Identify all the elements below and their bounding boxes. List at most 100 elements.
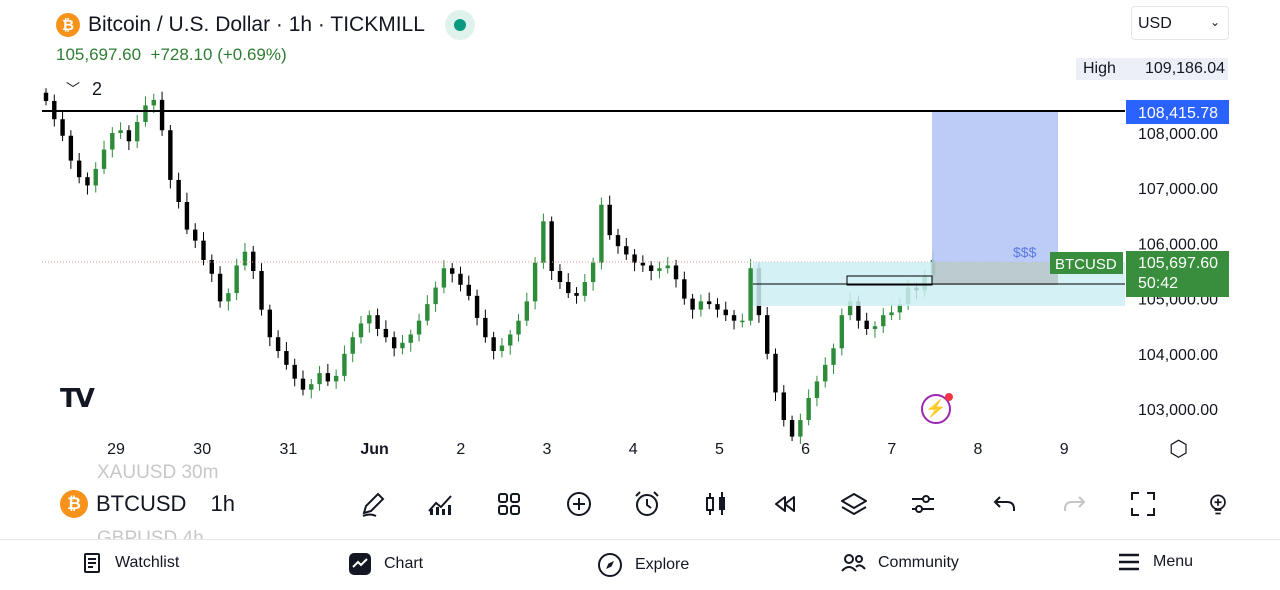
tradingview-logo-icon: 𝗧𝗩 xyxy=(60,384,95,414)
candle xyxy=(806,397,811,421)
price-axis-tick: 104,000.00 xyxy=(1138,347,1218,364)
chart-annotation[interactable]: $$$ xyxy=(1013,244,1037,260)
candle xyxy=(408,334,413,343)
candle xyxy=(474,295,480,318)
candle xyxy=(814,381,820,398)
indicators-button[interactable] xyxy=(422,486,458,522)
candle xyxy=(632,254,637,263)
ideas-button[interactable] xyxy=(1205,486,1231,522)
price-summary: 105,697.60 +728.10 (+0.69%) xyxy=(56,45,287,65)
indicators-collapse-button[interactable]: ﹀ 2 xyxy=(60,74,112,104)
candle xyxy=(590,262,596,283)
price-axis-tick: 107,000.00 xyxy=(1138,181,1218,198)
candle xyxy=(159,99,165,131)
community-icon xyxy=(840,552,866,574)
nav-community-label: Community xyxy=(878,554,959,571)
chevron-down-icon: ﹀ xyxy=(66,81,80,97)
chart-icon xyxy=(348,552,372,576)
candle xyxy=(391,337,397,349)
time-axis-tick: Jun xyxy=(360,441,388,458)
fullscreen-button[interactable] xyxy=(1125,486,1161,522)
high-label: High xyxy=(1083,60,1116,77)
time-axis-tick: 3 xyxy=(543,441,552,458)
time-axis-tick: 7 xyxy=(887,441,896,458)
alarm-clock-icon xyxy=(635,491,659,516)
candle xyxy=(541,221,546,263)
candle xyxy=(449,268,455,274)
position-profit-zone[interactable] xyxy=(932,112,1058,262)
time-axis-tick: 6 xyxy=(801,441,810,458)
candle xyxy=(624,246,629,255)
time-axis-tick: 9 xyxy=(1060,441,1069,458)
time-axis-tick: 2 xyxy=(456,441,465,458)
chart-header-title[interactable]: ₿ Bitcoin / U.S. Dollar · 1h · TICKMILL xyxy=(56,10,475,40)
plus-circle-icon xyxy=(567,492,591,516)
market-open-indicator-icon xyxy=(444,10,475,40)
fullscreen-icon xyxy=(1131,492,1155,516)
high-value: 109,186.04 xyxy=(1145,60,1226,77)
indicators-icon xyxy=(428,495,452,515)
candle xyxy=(259,271,264,310)
candle xyxy=(466,284,471,296)
nav-watchlist[interactable]: Watchlist xyxy=(81,552,179,574)
lightbulb-icon xyxy=(1210,494,1226,515)
undo-button[interactable] xyxy=(987,486,1023,522)
symbol-wheel-prev: XAUUSD 30m xyxy=(97,462,219,483)
chart-settings-icon[interactable]: ⬡ xyxy=(1169,436,1189,461)
candle xyxy=(640,262,646,266)
chart-properties-button[interactable] xyxy=(905,486,941,522)
last-price: 105,697.60 xyxy=(56,45,142,64)
candle xyxy=(433,287,438,305)
compare-button[interactable] xyxy=(561,486,597,522)
candle xyxy=(118,130,123,133)
candle xyxy=(416,320,422,335)
candle xyxy=(831,348,836,365)
candle xyxy=(524,301,530,321)
nav-explore[interactable]: Explore xyxy=(597,552,689,578)
time-axis: 29 30 31 Jun 2 3 4 5 6 7 8 9 xyxy=(107,441,1069,458)
candle xyxy=(657,268,662,271)
candle xyxy=(284,351,289,365)
replay-button[interactable] xyxy=(767,486,803,522)
nav-explore-label: Explore xyxy=(635,556,690,573)
layouts-button[interactable] xyxy=(491,486,527,522)
time-axis-tick: 4 xyxy=(629,441,638,458)
candle xyxy=(300,378,306,390)
candle xyxy=(375,315,380,329)
price-chart[interactable]: $$$ 108,000.00107,000.00106,000.00105,00… xyxy=(0,0,1280,470)
redo-button[interactable] xyxy=(1056,486,1092,522)
symbol-tag xyxy=(1050,252,1123,274)
chart-type-button[interactable] xyxy=(698,486,734,522)
symbol-tag-label: BTCUSD xyxy=(1055,256,1117,273)
sliders-icon xyxy=(912,495,934,513)
candle xyxy=(68,135,74,161)
candle xyxy=(151,99,156,106)
nav-chart[interactable]: Chart xyxy=(348,552,423,576)
nav-community[interactable]: Community xyxy=(840,552,959,574)
hamburger-menu-icon xyxy=(1117,552,1141,572)
candle xyxy=(740,320,745,323)
redo-icon xyxy=(1064,496,1086,511)
interval-value[interactable]: 1h xyxy=(210,491,235,516)
time-axis-tick: 29 xyxy=(107,441,125,458)
candle xyxy=(176,179,181,202)
candle xyxy=(615,235,621,247)
alert-button[interactable] xyxy=(629,486,665,522)
candle xyxy=(582,282,588,296)
symbol-selector[interactable]: ₿ BTCUSD 1h xyxy=(60,490,235,518)
currency-select[interactable]: USD ⌄ xyxy=(1131,6,1229,40)
range-box[interactable] xyxy=(846,275,933,286)
nav-menu[interactable]: Menu xyxy=(1117,552,1193,572)
flash-notification-icon[interactable]: ⚡ xyxy=(921,393,953,424)
drawing-tool-button[interactable] xyxy=(355,486,391,522)
candle xyxy=(458,273,463,285)
price-change: +728.10 (+0.69%) xyxy=(150,45,287,64)
object-tree-button[interactable] xyxy=(836,486,872,522)
symbol-wheel-next: GBPUSD 4h xyxy=(97,528,204,540)
candle xyxy=(889,312,894,316)
candle xyxy=(60,119,65,136)
candle xyxy=(76,160,82,178)
candle xyxy=(682,279,687,299)
symbol-description: Bitcoin / U.S. Dollar · 1h · TICKMILL xyxy=(88,13,425,36)
candle xyxy=(823,364,828,382)
